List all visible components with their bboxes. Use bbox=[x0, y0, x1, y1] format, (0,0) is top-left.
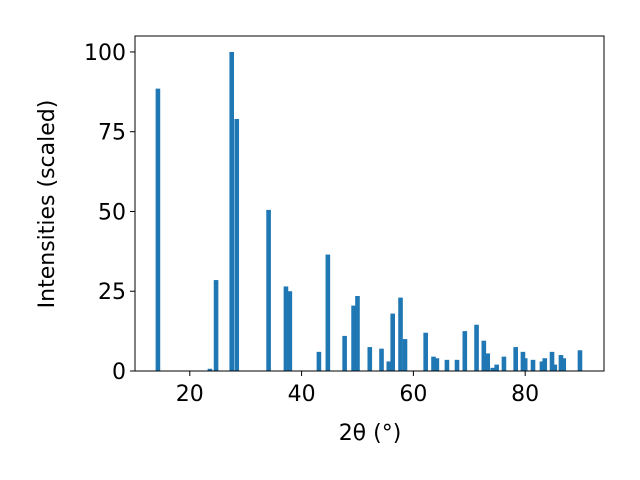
bar bbox=[325, 254, 331, 371]
bar bbox=[561, 358, 567, 371]
bar bbox=[367, 347, 373, 371]
bar bbox=[485, 353, 491, 371]
x-tick-label: 20 bbox=[176, 382, 204, 407]
bar bbox=[283, 286, 289, 371]
bar bbox=[539, 361, 545, 371]
bar bbox=[431, 356, 436, 371]
y-tick-label: 100 bbox=[84, 41, 126, 66]
bar bbox=[444, 359, 450, 371]
bar bbox=[379, 348, 384, 371]
bar bbox=[474, 324, 479, 371]
bar bbox=[558, 355, 564, 371]
bar bbox=[434, 358, 440, 371]
bar bbox=[522, 358, 528, 371]
bar bbox=[398, 297, 403, 371]
bar bbox=[501, 356, 507, 371]
bar bbox=[542, 358, 548, 371]
bar bbox=[316, 351, 322, 371]
bar bbox=[355, 296, 360, 371]
plot-frame bbox=[134, 35, 605, 372]
y-axis-label: Intensities (scaled) bbox=[35, 100, 60, 309]
bar bbox=[552, 364, 558, 371]
y-tick-label: 25 bbox=[98, 280, 126, 305]
x-tick-label: 40 bbox=[288, 382, 316, 407]
bar bbox=[390, 313, 395, 371]
x-tick-label: 80 bbox=[511, 382, 539, 407]
bar bbox=[234, 118, 240, 371]
bar bbox=[454, 359, 460, 371]
bar bbox=[155, 88, 161, 372]
x-axis-label: 2θ (°) bbox=[339, 421, 402, 446]
bar bbox=[342, 335, 347, 371]
bar bbox=[386, 361, 392, 371]
bar bbox=[287, 291, 293, 371]
y-tick-label: 75 bbox=[98, 121, 126, 146]
y-tick-label: 0 bbox=[112, 360, 126, 385]
y-tick-label: 50 bbox=[98, 200, 126, 225]
bar bbox=[266, 209, 271, 371]
bar bbox=[513, 347, 518, 371]
bar bbox=[530, 359, 536, 371]
bar bbox=[490, 367, 496, 371]
x-tick-label: 60 bbox=[399, 382, 427, 407]
bar bbox=[577, 350, 583, 371]
bar bbox=[213, 280, 219, 371]
bar bbox=[462, 331, 468, 371]
bar bbox=[549, 351, 555, 371]
bar bbox=[402, 339, 408, 371]
bar bbox=[423, 332, 428, 371]
bar bbox=[481, 340, 487, 371]
bar bbox=[229, 51, 235, 371]
bar bbox=[207, 368, 213, 371]
bar bbox=[351, 305, 356, 371]
bar bbox=[494, 364, 499, 371]
